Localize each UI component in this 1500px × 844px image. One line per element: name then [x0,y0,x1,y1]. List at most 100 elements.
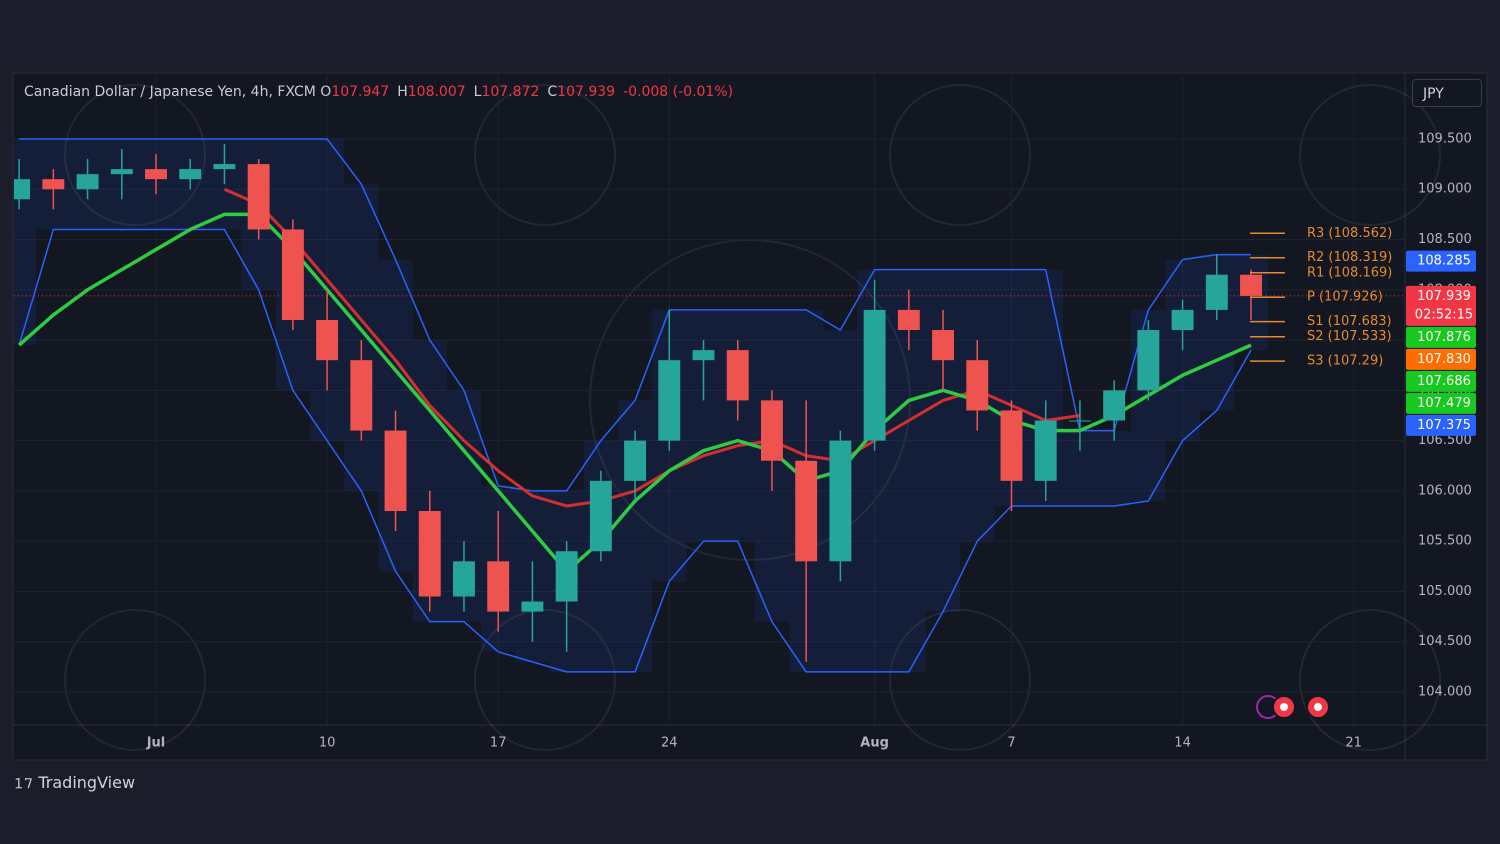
candle-body [966,360,989,411]
pivot-label: P (107.926) [1307,290,1383,305]
watermark [64,84,1441,751]
candle-body [145,169,167,180]
candle-body [1068,420,1091,422]
candle-body [555,551,578,602]
candle-body [179,169,202,180]
y-tick-label: 105.000 [1418,584,1472,599]
channel-lower [18,228,1252,673]
pivot-label: R2 (108.319) [1307,250,1392,265]
price-tag-label: 107.686 [1417,374,1471,389]
x-tick-label: Jul [146,736,166,751]
y-tick-label: 106.500 [1418,433,1472,448]
candle-body [692,350,715,361]
candle-body [247,164,270,230]
candle-body [110,169,133,175]
candle-body [213,164,236,170]
price-tag [1406,414,1476,436]
ohlc-value: 107.947 [331,84,390,100]
candle-body [1103,390,1126,421]
candle-body [1171,309,1194,331]
candle-body [42,179,65,190]
ohlc-key: O [320,84,332,100]
price-tag-label: 107.939 [1417,289,1471,304]
x-tick-label: 21 [1345,736,1362,751]
brand-logo[interactable]: 𝟷𝟽 TradingView [14,773,136,792]
channel-band [1097,430,1132,506]
candle-body [795,460,818,562]
pivot-label: S2 (107.533) [1307,329,1392,344]
y-tick-label: 104.000 [1418,685,1472,700]
ohlc-value: 107.939 [557,84,616,100]
candle-body [76,174,99,190]
moving-average [223,187,1081,508]
x-tick-label: 10 [319,736,336,751]
y-tick-label: 105.500 [1418,534,1472,549]
ohlc-value: 108.007 [407,84,466,100]
currency-button[interactable]: JPY [1412,79,1482,107]
candle-body [589,480,612,552]
price-tag-label: 108.285 [1417,254,1471,269]
price-tag [1406,250,1476,272]
price-tag [1406,370,1476,392]
ohlc-value: 107.872 [481,84,540,100]
pivot-label: S3 (107.29) [1307,354,1383,369]
y-tick-label: 109.500 [1418,131,1472,146]
candle-body [1240,274,1262,296]
price-tag-label: 107.830 [1417,352,1471,367]
legend-header: Canadian Dollar / Japanese Yen, 4h, FXCM… [24,84,741,100]
countdown: 02:52:15 [1415,307,1473,322]
symbol: Canadian Dollar / Japanese Yen, 4h, FXCM [24,84,316,100]
x-tick-label: Aug [860,736,889,751]
candle-body [1205,274,1228,310]
price-tag [1406,285,1476,326]
candle-body [658,360,681,441]
channel-upper [19,138,1252,492]
pivot-label: R3 (108.562) [1307,226,1392,241]
price-tag [1406,392,1476,414]
candle-body [1137,330,1160,391]
brand-name: TradingView [38,773,136,792]
candle-body [453,561,475,597]
ohlc-key: C [547,84,558,100]
x-tick-label: 7 [1007,736,1015,751]
candle-body [281,229,304,320]
candle-body [760,400,783,461]
candle-body [1000,410,1023,481]
pivot-label: S1 (107.683) [1307,314,1392,329]
candle-body [418,511,441,597]
candle-body [1034,420,1057,481]
x-tick-label: 17 [490,736,507,751]
y-tick-label: 104.500 [1418,634,1472,649]
y-tick-label: 109.000 [1418,182,1472,197]
event-icons [1256,695,1330,719]
candle-body [829,440,852,562]
price-tag-label: 107.876 [1417,330,1471,345]
plot [14,138,1405,673]
y-tick-label: 106.000 [1418,483,1472,498]
channel-band [1165,259,1200,441]
x-tick-label: 14 [1174,736,1191,751]
candle-body [726,350,749,401]
ohlc-key: L [473,84,482,100]
change: -0.008 (-0.01%) [623,84,734,100]
price-tag-label: 107.479 [1417,396,1471,411]
candle-body [521,601,544,612]
axes: 104.000 104.500 105.000 105.500 106.000 106.5… [146,131,1476,751]
channel-band [344,184,379,491]
candle-body [350,360,373,431]
ohlc-key: H [397,84,408,100]
candle-body [863,309,886,441]
y-tick-label: 108.500 [1418,232,1472,247]
candle-body [487,561,510,612]
candle-body [932,330,954,361]
candle-body [897,309,920,331]
pivot-label: R1 (108.169) [1307,265,1392,280]
candle-body [384,430,407,512]
candle-body [14,179,31,200]
price-tag-label: 107.375 [1417,418,1471,433]
candle-body [316,319,339,361]
x-tick-label: 24 [661,736,678,751]
price-tag [1406,348,1476,370]
